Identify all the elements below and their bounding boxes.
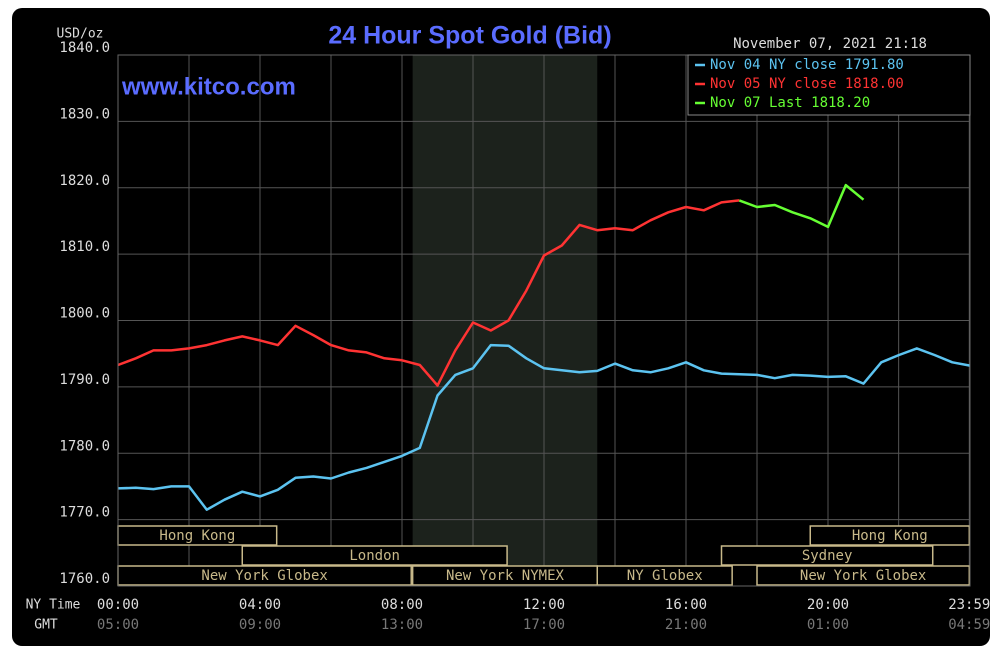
x2-tick-label: 05:00 [97, 617, 139, 633]
y-axis-label: USD/oz [57, 27, 104, 42]
x2-tick-label: 09:00 [239, 617, 281, 633]
session-bar [596, 565, 733, 586]
y-tick-label: 1810.0 [59, 239, 110, 255]
session-bar [241, 545, 508, 566]
series-line [117, 199, 740, 387]
session-label: New York NYMEX [446, 568, 565, 584]
x2-axis-label: GMT [34, 618, 58, 633]
x-tick-label: 23:59 [948, 597, 990, 613]
x2-tick-label: 21:00 [665, 617, 707, 633]
y-tick-label: 1780.0 [59, 438, 110, 454]
y-tick-label: 1790.0 [59, 372, 110, 388]
legend-label: Nov 05 NY close 1818.00 [710, 76, 904, 92]
x-tick-label: 12:00 [523, 597, 565, 613]
legend-label: Nov 07 Last 1818.20 [710, 95, 870, 111]
session-label: New York Globex [800, 568, 926, 584]
y-tick-label: 1840.0 [59, 40, 110, 56]
x2-tick-label: 17:00 [523, 617, 565, 633]
x-tick-label: 04:00 [239, 597, 281, 613]
legend [687, 54, 971, 116]
session-label: NY Globex [627, 568, 703, 584]
chart-title: 24 Hour Spot Gold (Bid) [328, 22, 611, 50]
x2-tick-label: 01:00 [807, 617, 849, 633]
timestamp: November 07, 2021 21:18 [733, 36, 927, 52]
legend-label: Nov 04 NY close 1791.80 [710, 57, 904, 73]
session-label: Sydney [802, 548, 853, 564]
series-line [738, 183, 865, 229]
session-label: New York Globex [201, 568, 327, 584]
y-tick-label: 1770.0 [59, 505, 110, 521]
session-bar [756, 565, 971, 586]
x-tick-label: 20:00 [807, 597, 849, 613]
session-label: Hong Kong [159, 528, 235, 544]
x-tick-label: 08:00 [381, 597, 423, 613]
session-label: Hong Kong [852, 528, 928, 544]
plot-border [117, 54, 971, 587]
x2-tick-label: 04:59 [948, 617, 990, 633]
y-tick-label: 1820.0 [59, 173, 110, 189]
series-line [117, 343, 971, 511]
y-tick-label: 1760.0 [59, 571, 110, 587]
x2-tick-label: 13:00 [381, 617, 423, 633]
y-tick-label: 1830.0 [59, 106, 110, 122]
x-axis-label: NY Time [26, 598, 81, 613]
session-bar [809, 525, 971, 546]
session-label: London [349, 548, 400, 564]
y-tick-label: 1800.0 [59, 306, 110, 322]
x-tick-label: 16:00 [665, 597, 707, 613]
x-tick-label: 00:00 [97, 597, 139, 613]
session-bar [720, 545, 934, 566]
watermark: www.kitco.com [121, 73, 296, 100]
